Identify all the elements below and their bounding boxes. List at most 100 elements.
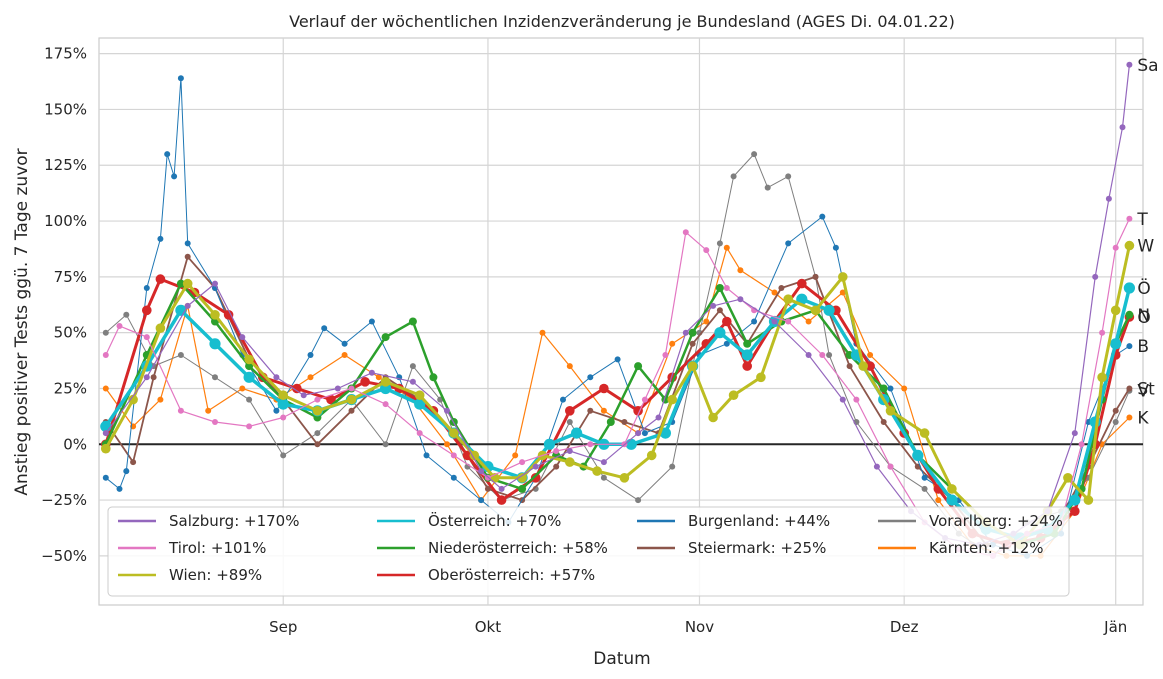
data-point: [741, 349, 753, 361]
data-point: [277, 398, 289, 410]
data-point: [728, 390, 739, 401]
legend-label: Salzburg: +170%: [169, 512, 299, 530]
x-tick-label: Sep: [269, 618, 297, 636]
data-point: [360, 377, 370, 387]
data-point: [688, 328, 697, 337]
data-point: [880, 419, 887, 425]
data-point: [408, 317, 417, 326]
legend-item: Niederösterreich: +58%: [377, 539, 608, 557]
y-tick-label: −25%: [41, 491, 87, 509]
data-point: [171, 173, 178, 180]
legend-label: Steiermark: +25%: [688, 539, 826, 557]
data-point: [682, 329, 689, 336]
data-point: [703, 247, 710, 254]
data-point: [530, 473, 541, 483]
legend-item: Oberösterreich: +57%: [377, 566, 595, 584]
data-point: [621, 419, 628, 425]
data-point: [314, 396, 321, 403]
data-point: [239, 385, 246, 392]
data-point: [157, 235, 164, 242]
data-point: [778, 285, 785, 291]
data-point: [102, 329, 109, 336]
data-point: [832, 244, 839, 251]
data-point: [723, 340, 730, 347]
y-tick-label: 125%: [44, 156, 87, 174]
data-point: [805, 352, 812, 358]
data-point: [810, 305, 821, 316]
data-point: [756, 372, 766, 383]
data-point: [771, 318, 778, 325]
data-point: [599, 383, 609, 394]
data-point: [498, 485, 505, 492]
data-point: [155, 323, 166, 334]
y-tick-label: 100%: [44, 212, 87, 230]
data-point: [935, 497, 942, 504]
data-point: [715, 284, 724, 292]
data-point: [635, 430, 642, 437]
data-point: [689, 340, 696, 347]
data-point: [708, 412, 718, 423]
data-point: [184, 302, 191, 309]
data-point: [785, 173, 792, 180]
data-point: [812, 273, 819, 280]
data-point: [1123, 282, 1135, 294]
data-point: [177, 407, 184, 414]
data-point: [619, 473, 630, 483]
data-point: [246, 396, 253, 403]
data-point: [414, 398, 426, 410]
data-point: [375, 374, 382, 381]
data-point: [102, 430, 109, 437]
data-point: [885, 406, 896, 416]
data-point: [123, 468, 130, 475]
data-point: [566, 363, 573, 370]
data-point: [1110, 305, 1121, 316]
data-point: [444, 441, 450, 448]
x-axis-title: Datum: [593, 649, 651, 669]
data-point: [243, 371, 255, 383]
data-point: [606, 418, 615, 426]
data-point: [921, 474, 928, 481]
data-point: [532, 463, 539, 470]
data-point: [646, 450, 657, 461]
data-point: [662, 352, 669, 358]
data-point: [102, 474, 109, 481]
data-point: [641, 396, 648, 403]
data-point: [839, 289, 846, 296]
data-point: [478, 468, 485, 475]
data-point: [341, 340, 348, 347]
data-point: [143, 374, 150, 381]
legend-item: Burgenland: +44%: [637, 512, 830, 530]
legend-box: [107, 506, 1070, 597]
end-label: W: [1137, 237, 1154, 257]
data-point: [1112, 407, 1119, 414]
data-point: [300, 392, 307, 399]
data-point: [865, 361, 875, 371]
end-label: St: [1137, 379, 1155, 399]
data-point: [348, 385, 355, 392]
end-label: Ö: [1137, 277, 1150, 299]
x-tick-label: Jän: [1103, 618, 1127, 636]
y-tick-label: 0%: [63, 435, 87, 453]
legend-label: Österreich: +70%: [428, 511, 561, 530]
chart-title: Verlauf der wöchentlichen Inzidenzveränd…: [289, 12, 955, 31]
data-point: [321, 325, 328, 332]
data-point: [687, 361, 698, 371]
data-point: [539, 329, 546, 336]
y-tick-label: 150%: [44, 100, 87, 118]
x-tick-label: Okt: [475, 618, 501, 636]
legend-label: Niederösterreich: +58%: [428, 539, 608, 557]
data-point: [116, 323, 123, 329]
data-point: [143, 334, 150, 341]
data-point: [669, 340, 676, 347]
data-point: [469, 450, 480, 461]
data-point: [177, 352, 184, 358]
data-point: [182, 278, 193, 289]
data-point: [919, 428, 930, 438]
data-point: [382, 441, 389, 448]
data-point: [783, 294, 793, 305]
legend-label: Oberösterreich: +57%: [428, 566, 595, 584]
data-point: [587, 374, 594, 381]
data-point: [1110, 338, 1122, 350]
legend-item: Wien: +89%: [118, 566, 262, 584]
